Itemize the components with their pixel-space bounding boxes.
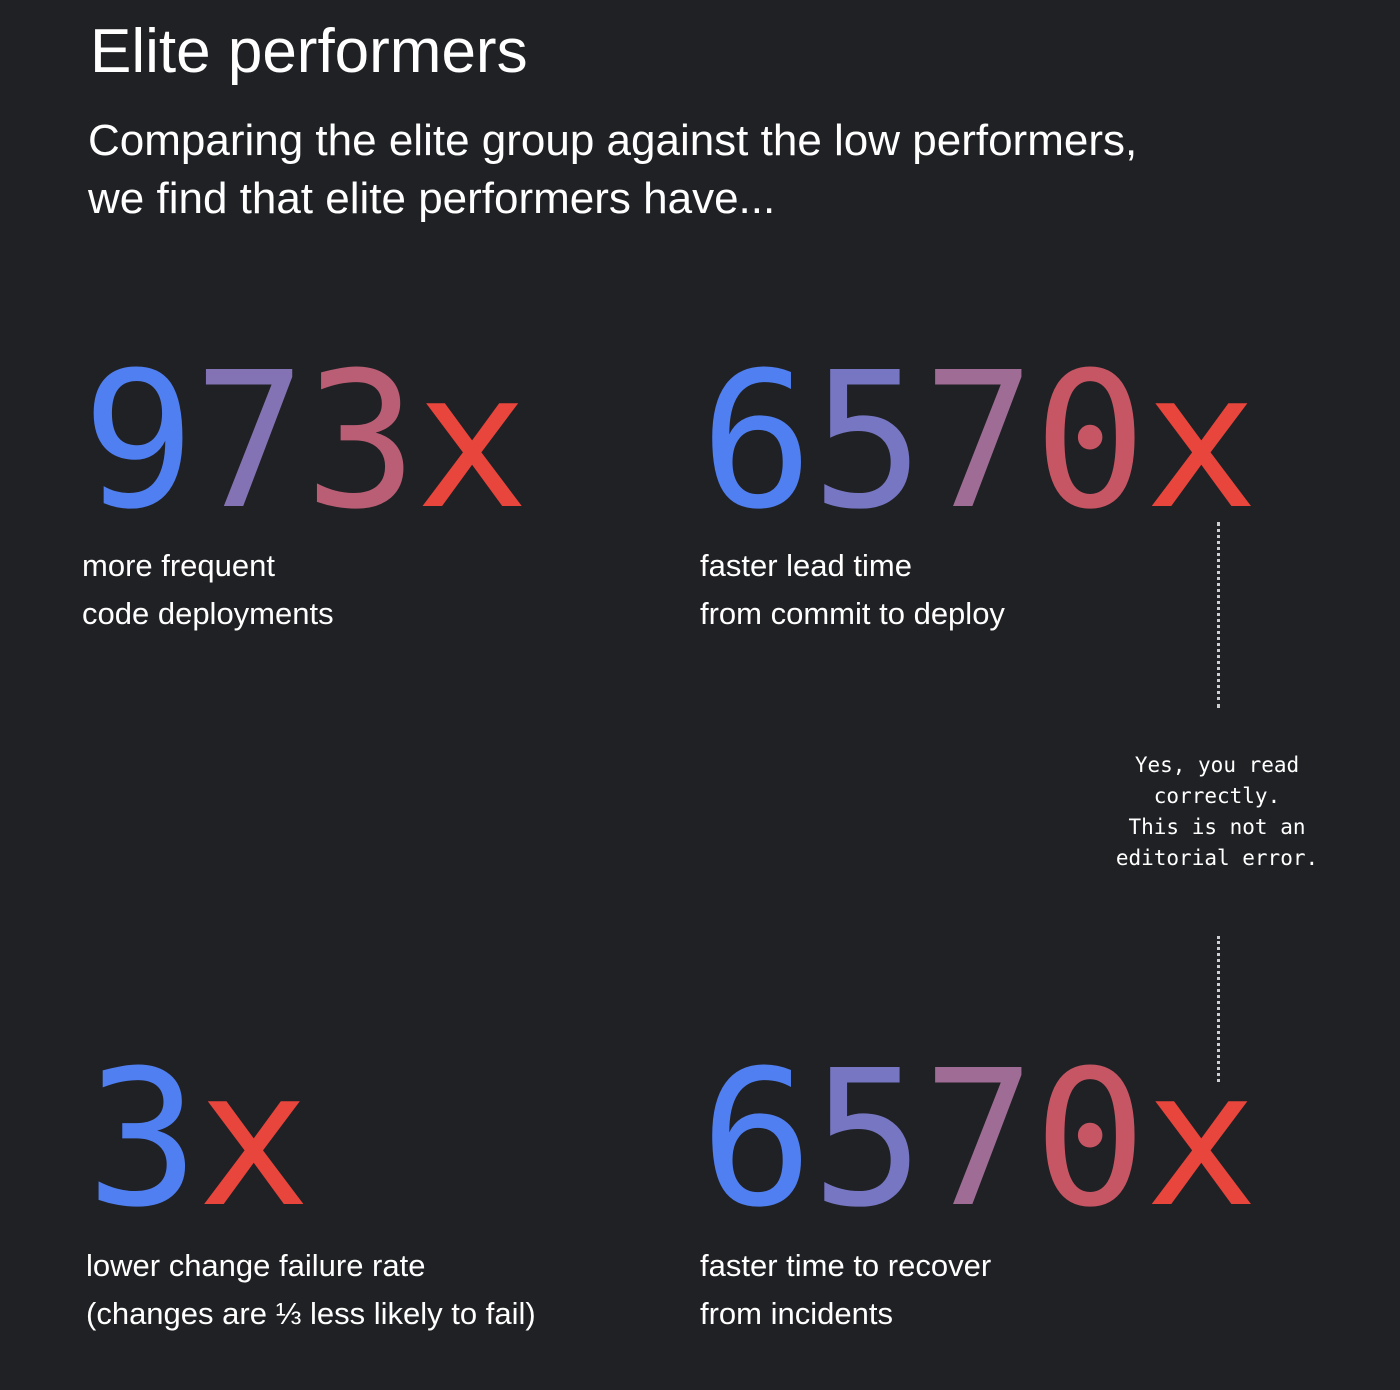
stat-deployment-frequency: 973x more frequent code deployments xyxy=(82,332,529,638)
aside-note-line: Yes, you read xyxy=(1134,753,1300,777)
stat-value-char: 6 xyxy=(700,332,813,551)
stat-description: lower change failure rate (changes are ⅓… xyxy=(86,1242,536,1338)
stat-value-char: 0 xyxy=(1033,1030,1147,1249)
stat-description-line: (changes are ⅓ less likely to fail) xyxy=(86,1296,536,1331)
stat-value-char: 5 xyxy=(811,1030,924,1249)
stat-value-char: 7 xyxy=(922,1030,1035,1249)
stat-description: faster lead time from commit to deploy xyxy=(700,542,1256,638)
stat-value-char: 3 xyxy=(86,1030,199,1249)
stat-description-line: code deployments xyxy=(82,596,334,631)
subtitle-line: we find that elite performers have... xyxy=(88,174,776,223)
stat-time-to-recover: 6570x faster time to recover from incide… xyxy=(700,1030,1258,1338)
stat-description: faster time to recover from incidents xyxy=(700,1242,1256,1338)
stat-value-char: x xyxy=(197,1030,310,1249)
stat-description-line: faster lead time xyxy=(700,548,912,583)
stat-description-line: lower change failure rate xyxy=(86,1248,426,1283)
stat-description-line: more frequent xyxy=(82,548,275,583)
dotted-connector-top xyxy=(1217,522,1220,708)
stat-value-char: 7 xyxy=(193,332,306,551)
stat-value-char: 0 xyxy=(1033,332,1147,551)
stat-value: 973x xyxy=(82,332,529,551)
page-title: Elite performers xyxy=(90,17,528,86)
stat-value-char: 5 xyxy=(811,332,924,551)
stat-description: more frequent code deployments xyxy=(82,542,527,638)
stat-value-char: 7 xyxy=(922,332,1035,551)
stat-description-line: from incidents xyxy=(700,1296,893,1331)
stat-description-line: from commit to deploy xyxy=(700,596,1005,631)
stat-value: 6570x xyxy=(700,332,1258,551)
stat-value: 3x xyxy=(86,1040,536,1240)
dotted-connector-bottom xyxy=(1217,936,1220,1082)
stat-value-char: x xyxy=(1144,332,1258,551)
aside-note-line: editorial error. xyxy=(1115,846,1319,870)
aside-note-line: correctly. xyxy=(1153,784,1281,808)
aside-note-line: This is not an xyxy=(1128,815,1306,839)
stat-value-char: 3 xyxy=(304,332,417,551)
stat-value-char: 9 xyxy=(82,332,195,551)
stat-value: 6570x xyxy=(700,1030,1258,1249)
stat-change-failure-rate: 3x lower change failure rate (changes ar… xyxy=(86,1040,536,1338)
stat-value-char: x xyxy=(1144,1030,1258,1249)
subtitle-line: Comparing the elite group against the lo… xyxy=(88,116,1138,165)
aside-note: Yes, you read correctly. This is not an … xyxy=(1092,750,1342,874)
stat-description-line: faster time to recover xyxy=(700,1248,992,1283)
stat-lead-time: 6570x faster lead time from commit to de… xyxy=(700,332,1258,638)
page-subtitle: Comparing the elite group against the lo… xyxy=(88,112,1288,228)
stat-value-char: 6 xyxy=(700,1030,813,1249)
stat-value-char: x xyxy=(415,332,529,551)
